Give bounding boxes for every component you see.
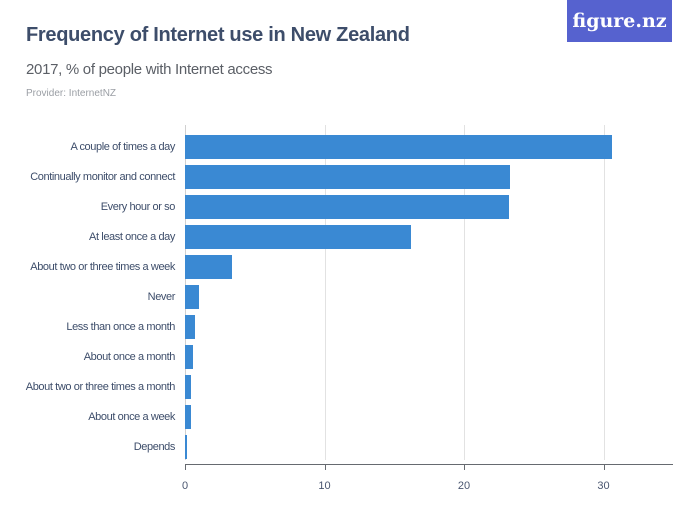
category-label: About once a week bbox=[88, 411, 175, 423]
x-tick-label: 30 bbox=[597, 480, 610, 492]
bar[interactable] bbox=[185, 315, 195, 339]
figure-nz-logo[interactable]: figure.nz bbox=[567, 0, 672, 42]
x-tick-mark bbox=[185, 464, 186, 470]
x-tick-label: 20 bbox=[457, 480, 471, 492]
category-label: Never bbox=[147, 291, 176, 303]
category-label: About two or three times a month bbox=[25, 381, 176, 393]
gridline bbox=[603, 125, 605, 460]
bar[interactable] bbox=[185, 255, 233, 279]
x-tick-label: 0 bbox=[181, 480, 189, 492]
bar[interactable] bbox=[185, 405, 191, 429]
x-axis-line bbox=[185, 464, 673, 465]
category-label: A couple of times a day bbox=[70, 141, 175, 153]
bar[interactable] bbox=[185, 345, 194, 369]
bar[interactable] bbox=[185, 285, 199, 309]
chart-subtitle: 2017, % of people with Internet access bbox=[26, 61, 273, 78]
plot-area bbox=[185, 125, 673, 460]
category-label: Less than once a month bbox=[66, 321, 175, 333]
bar[interactable] bbox=[185, 135, 612, 159]
chart-title: Frequency of Internet use in New Zealand bbox=[26, 24, 410, 46]
bar[interactable] bbox=[185, 165, 511, 189]
provider-label: Provider: InternetNZ bbox=[26, 88, 117, 99]
gridline bbox=[324, 125, 326, 460]
bar[interactable] bbox=[185, 225, 411, 249]
bar[interactable] bbox=[185, 435, 187, 459]
category-label: Every hour or so bbox=[100, 201, 176, 213]
category-label: About two or three times a week bbox=[30, 261, 175, 273]
category-label: About once a month bbox=[83, 351, 176, 363]
x-tick-mark bbox=[464, 464, 465, 470]
x-tick-mark bbox=[603, 464, 605, 470]
category-label: Continually monitor and connect bbox=[30, 171, 175, 183]
gridline bbox=[464, 125, 465, 460]
x-tick-label: 10 bbox=[318, 480, 331, 492]
category-label: Depends bbox=[133, 441, 176, 453]
bar[interactable] bbox=[185, 195, 509, 219]
x-tick-mark bbox=[324, 464, 326, 470]
bar[interactable] bbox=[185, 375, 191, 399]
category-label: At least once a day bbox=[89, 231, 175, 243]
